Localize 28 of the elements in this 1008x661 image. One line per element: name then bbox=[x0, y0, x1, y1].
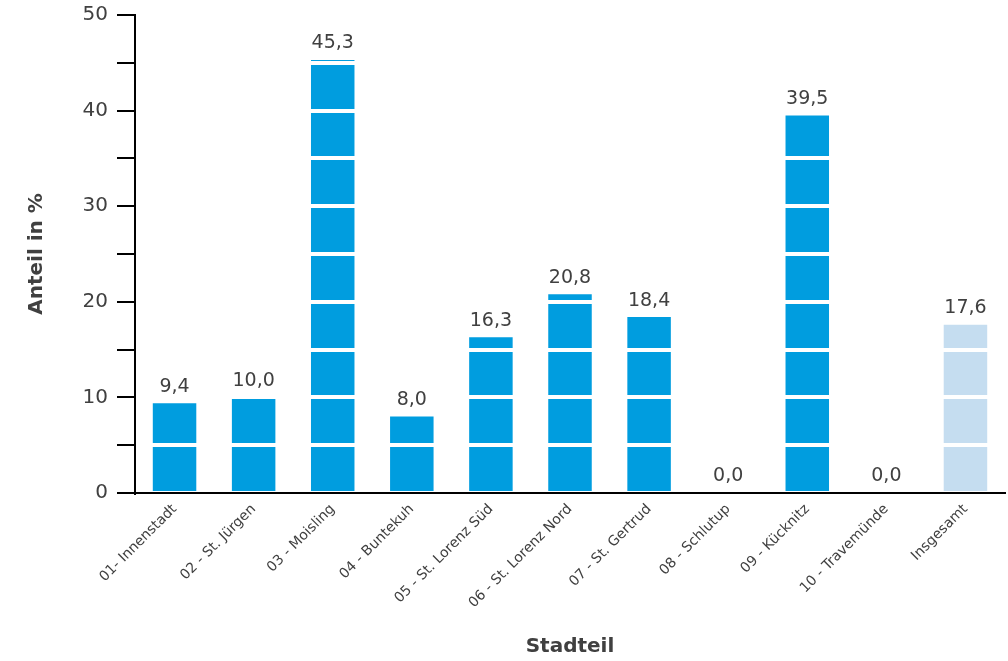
data-label: 18,4 bbox=[627, 287, 671, 310]
y-tick-label: 20 bbox=[82, 288, 108, 312]
data-label: 0,0 bbox=[871, 463, 902, 486]
y-tick-label: 50 bbox=[82, 1, 108, 26]
y-tick-label: 0 bbox=[95, 479, 108, 504]
bar bbox=[390, 416, 434, 491]
bar bbox=[627, 317, 671, 491]
data-label: 39,5 bbox=[786, 85, 829, 108]
data-label: 16,3 bbox=[469, 307, 513, 330]
y-axis-title: Anteil in % bbox=[23, 193, 48, 315]
bar bbox=[310, 59, 355, 491]
data-label: 10,0 bbox=[232, 367, 275, 390]
data-label: 20,8 bbox=[548, 264, 592, 287]
data-label: 17,6 bbox=[944, 295, 987, 318]
bar bbox=[785, 115, 830, 491]
bar bbox=[548, 294, 592, 491]
data-label: 8,0 bbox=[396, 386, 427, 409]
y-tick-label: 40 bbox=[82, 96, 108, 121]
bar bbox=[152, 403, 197, 491]
x-axis-title: Stadteil bbox=[525, 633, 615, 658]
bar bbox=[231, 397, 276, 491]
y-tick-label: 10 bbox=[82, 383, 108, 408]
data-label: 9,4 bbox=[159, 373, 190, 396]
y-tick-label: 30 bbox=[82, 192, 108, 217]
data-label: 0,0 bbox=[713, 463, 744, 486]
bar bbox=[943, 324, 988, 491]
data-label: 45,3 bbox=[311, 30, 354, 53]
bar bbox=[469, 337, 513, 491]
